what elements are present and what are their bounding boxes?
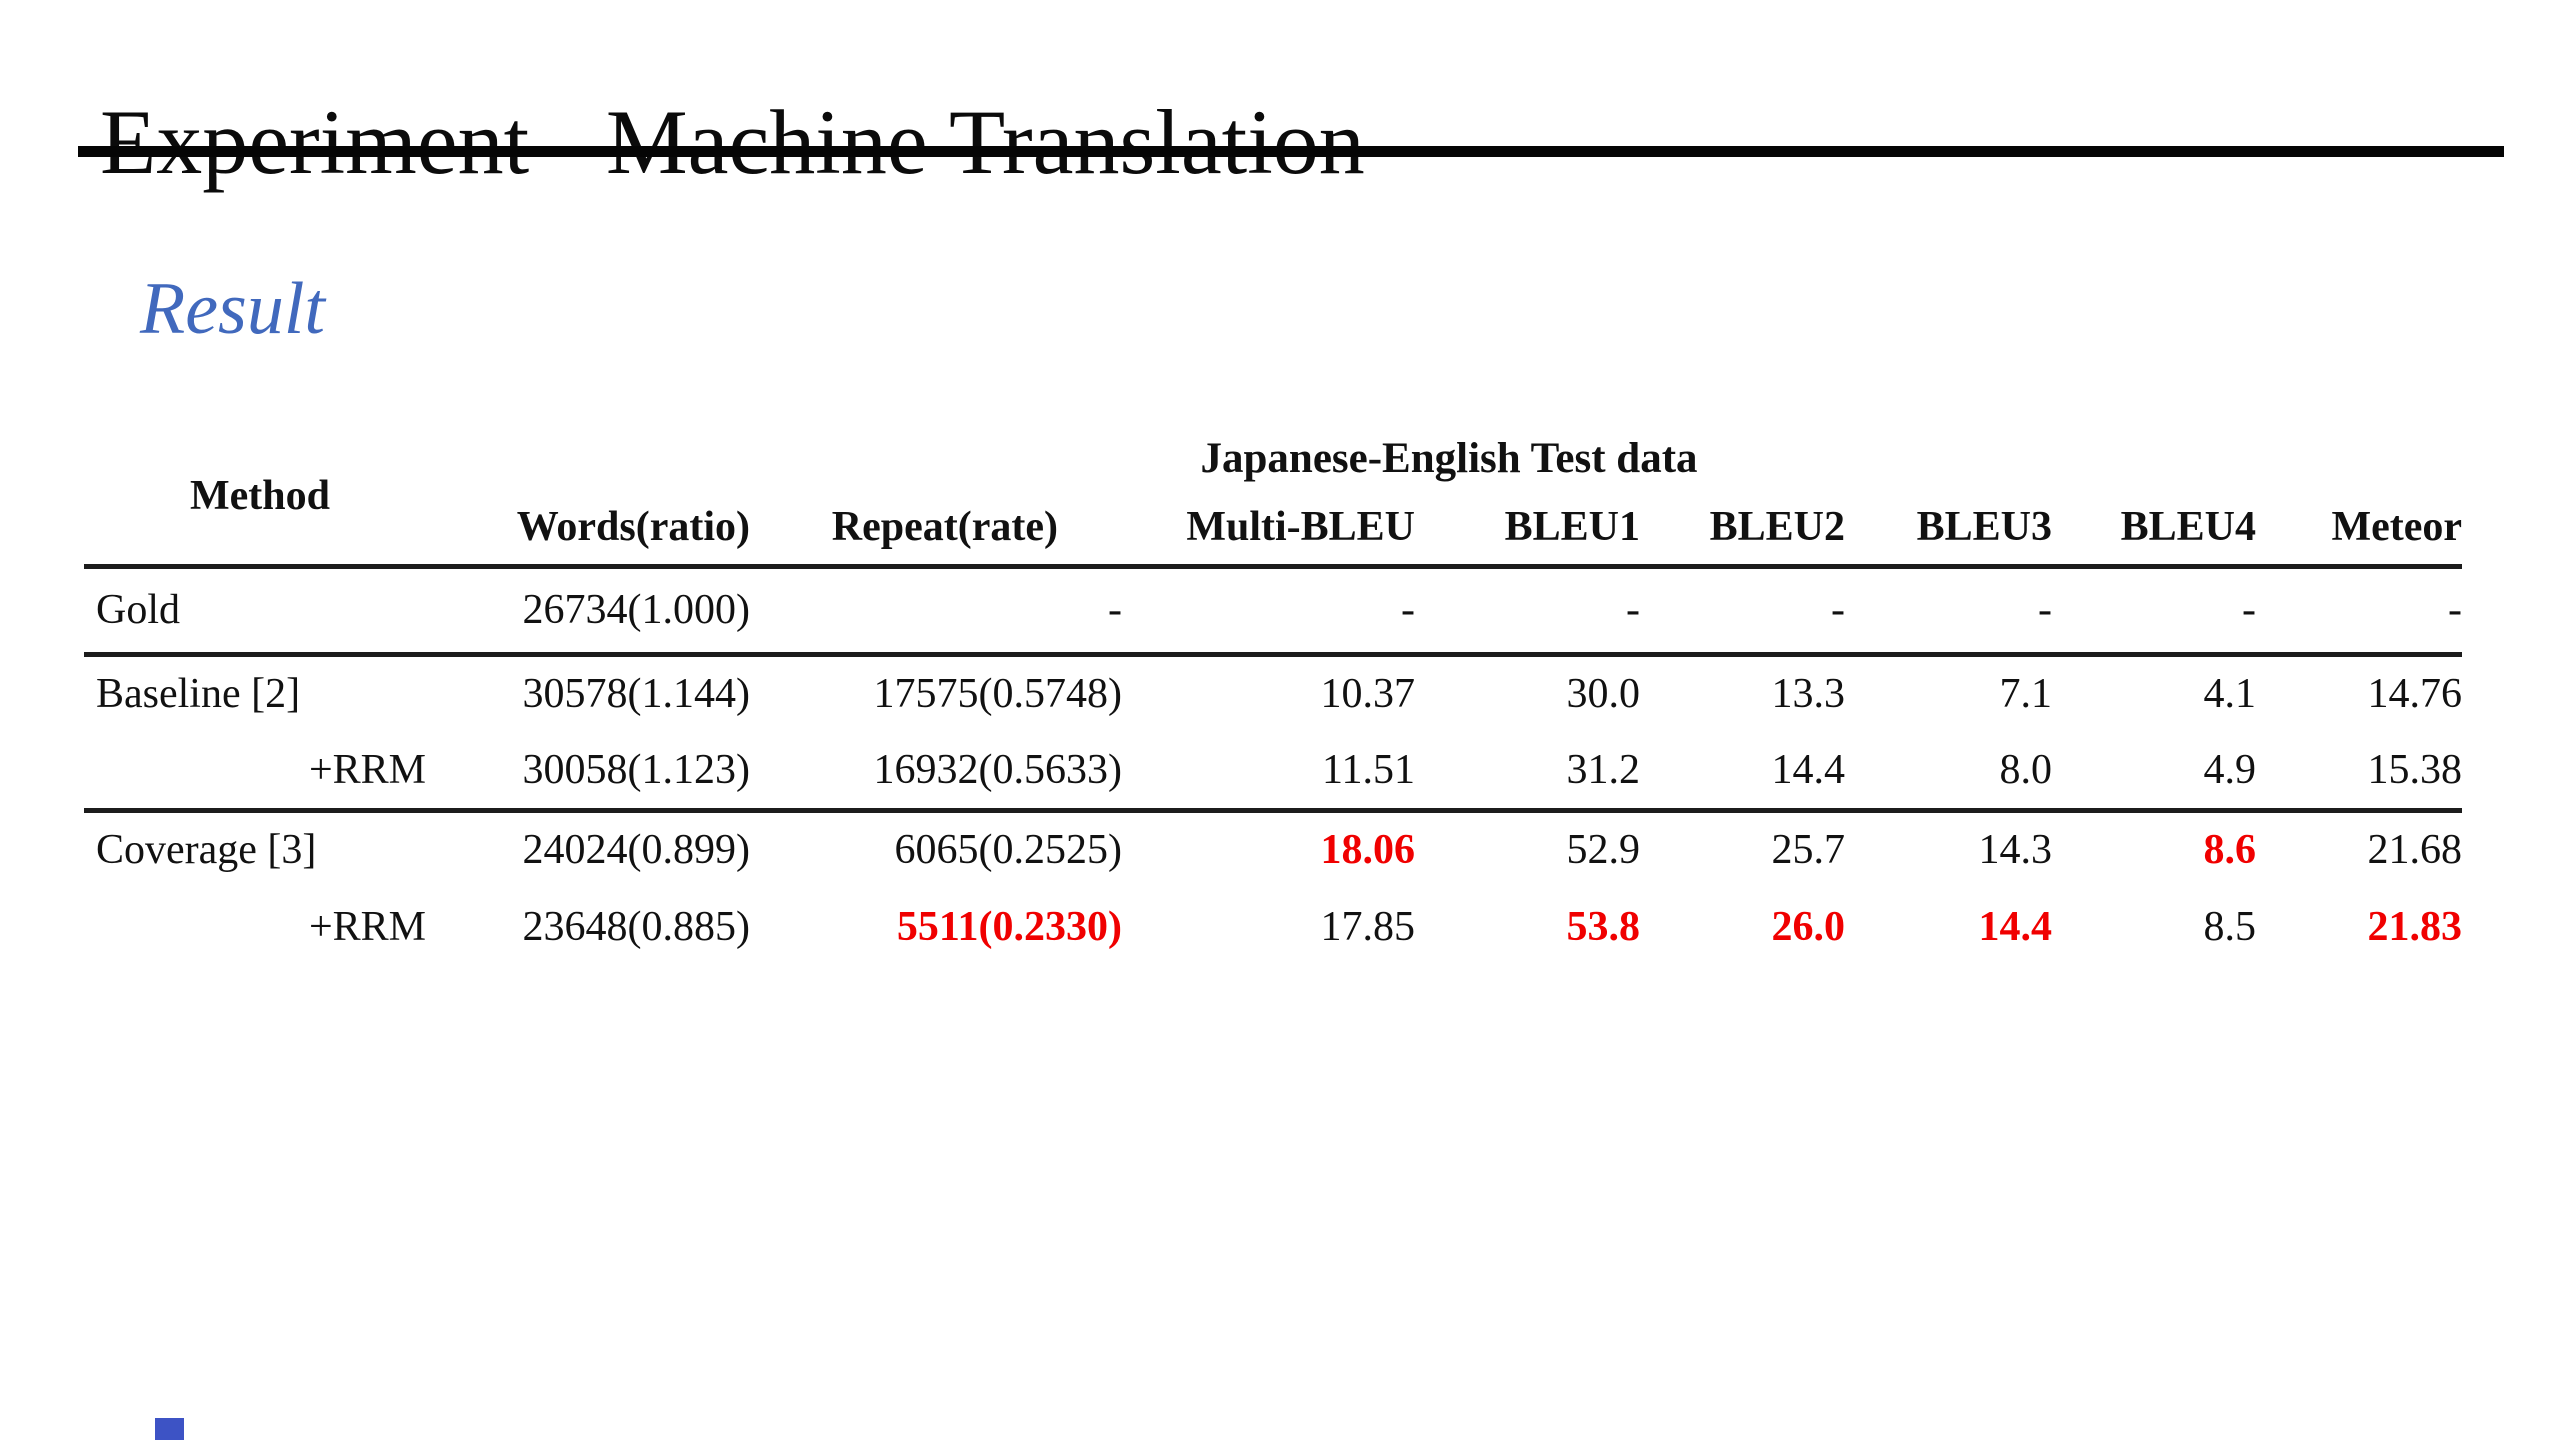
table-cell: 16932(0.5633) <box>750 732 1122 813</box>
table-cell: 14.4 <box>1640 732 1845 813</box>
row-label: +RRM <box>84 732 436 813</box>
span-header: Japanese-English Test data <box>1200 435 1698 483</box>
table-cell: 30.0 <box>1566 671 1641 718</box>
table-cell: 4.9 <box>2052 732 2256 813</box>
table-row-coverage-rrm: +RRM 23648(0.885) 5511(0.2330) 17.85 53.… <box>84 888 2462 966</box>
table-cell: - <box>1415 566 1640 657</box>
table-cell: 31.2 <box>1415 732 1640 813</box>
table-cell: 6065(0.2525) <box>894 827 1122 874</box>
table-row-gold: Gold 26734(1.000) - - - - - - - <box>84 566 2463 657</box>
table-cell: 17.85 <box>1320 903 1416 950</box>
table-cell: 30578(1.144) <box>522 671 750 718</box>
table-cell-highlighted: 18.06 <box>1320 827 1416 874</box>
table-cell: 10.37 <box>1320 671 1416 718</box>
table-cell-highlighted: 5511(0.2330) <box>896 903 1122 950</box>
table-cell-highlighted: 26.0 <box>1771 903 1846 950</box>
table-cell: - <box>2256 566 2463 657</box>
table-cell-highlighted: 14.4 <box>1978 903 2053 950</box>
table-cell: 52.9 <box>1566 827 1641 874</box>
row-label: Gold <box>84 566 436 657</box>
results-table: Method Japanese-English Test data Words(… <box>84 428 2463 966</box>
col-header-bleu1: BLEU1 <box>1415 490 1640 569</box>
table-cell: 26734(1.000) <box>436 566 750 657</box>
table-cell: 8.5 <box>2203 903 2257 950</box>
table-cell: 13.3 <box>1771 671 1846 718</box>
table-cell: 11.51 <box>1122 732 1415 813</box>
table-cell: 30058(1.123) <box>436 732 750 813</box>
table-cell: - <box>1640 566 1845 657</box>
col-header-bleu2: BLEU2 <box>1640 490 1845 569</box>
col-header-words: Words(ratio) <box>436 490 750 569</box>
table-cell-highlighted: 21.83 <box>2367 903 2463 950</box>
table-cell: 8.0 <box>1845 732 2052 813</box>
col-header-meteor: Meteor <box>2256 490 2463 569</box>
col-header-bleu3: BLEU3 <box>1845 490 2052 569</box>
col-header-repeat: Repeat(rate) <box>750 490 1122 569</box>
table-cell: 14.3 <box>1978 827 2053 874</box>
col-header-bleu4: BLEU4 <box>2052 490 2256 569</box>
table-cell: - <box>2052 566 2256 657</box>
table-cell: 25.7 <box>1771 827 1846 874</box>
table-row-baseline: Baseline [2] 30578(1.144) 17575(0.5748) … <box>84 654 2462 732</box>
col-header-method: Method <box>84 428 436 569</box>
table-cell: 4.1 <box>2203 671 2257 718</box>
table-group-header-row: Method Japanese-English Test data <box>84 428 2462 569</box>
table-cell: - <box>1845 566 2052 657</box>
row-label: +RRM <box>308 903 426 950</box>
table-cell: 7.1 <box>1999 671 2053 718</box>
table-cell: - <box>1122 566 1415 657</box>
table-row-coverage: Coverage [3] 24024(0.899) 6065(0.2525) 1… <box>84 810 2462 888</box>
table-row-baseline-rrm: +RRM 30058(1.123) 16932(0.5633) 11.51 31… <box>84 732 2463 813</box>
col-header-multi-bleu: Multi-BLEU <box>1122 490 1415 569</box>
slide-title: Experiment - Machine Translation <box>100 90 1365 193</box>
bottom-left-accent-square <box>155 1418 184 1440</box>
section-heading-result: Result <box>140 268 325 351</box>
table-cell-highlighted: 8.6 <box>2203 827 2257 874</box>
row-label: Baseline [2] <box>96 671 301 718</box>
title-underline <box>78 146 2504 157</box>
table-cell: 15.38 <box>2256 732 2463 813</box>
table-cell: 14.76 <box>2367 671 2463 718</box>
table-cell: - <box>750 566 1122 657</box>
table-cell: 17575(0.5748) <box>873 671 1122 718</box>
table-header-row: Words(ratio) Repeat(rate) Multi-BLEU BLE… <box>84 490 2463 569</box>
table-cell: 23648(0.885) <box>522 903 750 950</box>
row-label: Coverage [3] <box>96 827 317 874</box>
table-cell-highlighted: 53.8 <box>1566 903 1641 950</box>
table-cell: 21.68 <box>2367 827 2463 874</box>
table-cell: 24024(0.899) <box>522 827 750 874</box>
